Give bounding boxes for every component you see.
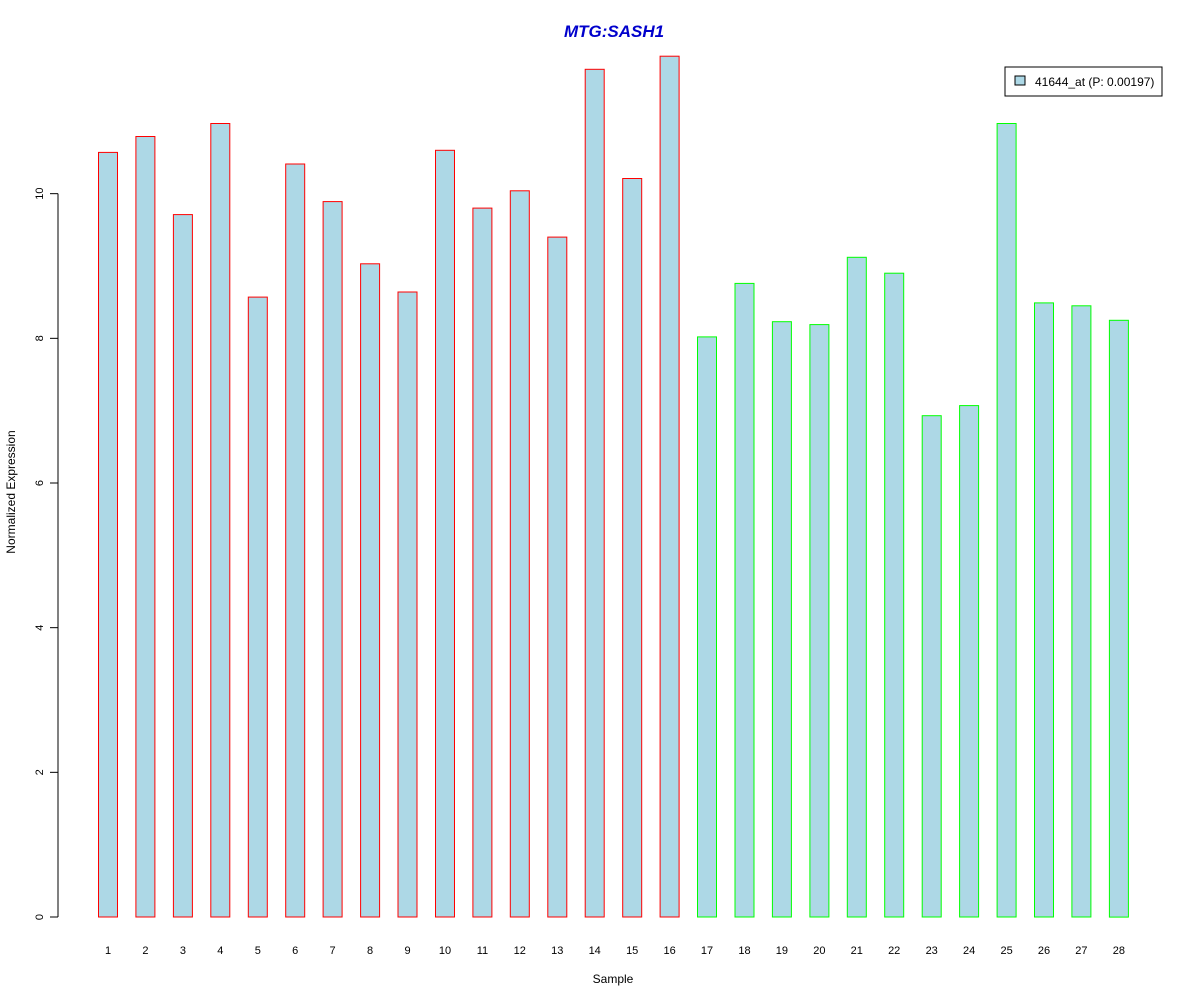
x-tick-label: 2 <box>142 945 148 957</box>
x-tick-label: 20 <box>813 945 825 957</box>
chart-title: MTG:SASH1 <box>564 22 664 41</box>
x-tick-label: 10 <box>439 945 451 957</box>
bar <box>509 190 530 918</box>
x-tick-label: 25 <box>1000 945 1012 957</box>
bar <box>959 405 980 918</box>
y-tick-label: 8 <box>34 335 46 341</box>
x-tick-label: 7 <box>330 945 336 957</box>
bar <box>1071 305 1092 918</box>
bar <box>659 55 680 918</box>
x-tick-label: 23 <box>926 945 938 957</box>
bar <box>996 123 1017 918</box>
x-tick-label: 27 <box>1075 945 1087 957</box>
bar <box>98 151 118 918</box>
x-tick-label: 11 <box>477 945 488 957</box>
x-tick-label: 6 <box>292 945 298 957</box>
legend: 41644_at (P: 0.00197) <box>1004 66 1163 97</box>
x-axis-title: Sample <box>593 972 634 986</box>
y-tick-label: 2 <box>34 769 46 775</box>
y-tick-label: 4 <box>34 625 46 631</box>
x-tick-label: 15 <box>626 945 638 957</box>
bar <box>472 207 493 918</box>
x-tick-label: 9 <box>404 945 410 957</box>
bar <box>809 324 830 918</box>
bar <box>397 291 418 918</box>
x-tick-label: 3 <box>180 945 186 957</box>
bar <box>622 178 643 918</box>
bar <box>322 201 343 918</box>
bar <box>210 123 231 918</box>
bar <box>1108 319 1129 918</box>
bar <box>1034 302 1054 918</box>
y-tick-label: 6 <box>34 480 46 486</box>
x-tick-label: 1 <box>105 945 111 957</box>
bar <box>247 296 268 918</box>
x-tick-label: 24 <box>963 945 975 957</box>
x-tick-label: 5 <box>255 945 261 957</box>
x-tick-label: 17 <box>701 945 713 957</box>
bar <box>921 415 942 918</box>
legend-swatch <box>1014 75 1026 86</box>
bar <box>771 321 792 918</box>
legend-box <box>1004 66 1163 97</box>
x-tick-label: 28 <box>1113 945 1125 957</box>
legend-label: 41644_at (P: 0.00197) <box>1035 75 1154 89</box>
x-tick-label: 21 <box>851 945 863 957</box>
bar <box>135 136 156 918</box>
bar <box>584 68 605 918</box>
y-axis: 0 2 4 6 8 10 <box>34 188 59 920</box>
bar <box>360 263 381 918</box>
bar <box>697 336 717 918</box>
bar <box>547 236 568 918</box>
y-axis-title: Normalized Expression <box>4 430 18 553</box>
x-tick-label: 8 <box>367 945 373 957</box>
x-tick-label: 16 <box>663 945 675 957</box>
y-tick-label: 10 <box>34 188 46 200</box>
x-tick-label: 13 <box>551 945 563 957</box>
x-tick-label: 22 <box>888 945 900 957</box>
bar <box>172 214 193 918</box>
bar <box>435 149 455 918</box>
x-tick-label: 12 <box>514 945 526 957</box>
x-tick-label: 14 <box>589 945 601 957</box>
bars <box>98 55 1129 918</box>
x-tick-label: 26 <box>1038 945 1050 957</box>
x-tick-label: 18 <box>738 945 750 957</box>
x-tick-label: 19 <box>776 945 788 957</box>
x-axis-labels: 1 2 3 4 5 6 7 8 9 10 11 12 13 14 15 16 17 18 19 20 21 22 23 24 2… <box>105 945 1125 957</box>
x-tick-label: 4 <box>217 945 223 957</box>
bar <box>846 256 867 918</box>
y-tick-label: 0 <box>34 914 46 920</box>
bar <box>285 163 306 918</box>
bar <box>884 272 905 918</box>
bar <box>734 282 755 918</box>
